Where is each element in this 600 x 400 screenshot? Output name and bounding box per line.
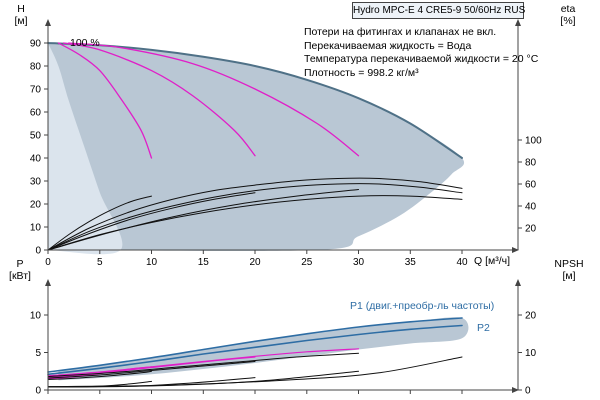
series-p1-power xyxy=(47,317,463,373)
head-capacity-chart: 0 10 20 30 40 50 60 70 80 90 0 5 10 15 20 25 30 35 40 20 40 6… xyxy=(30,19,542,268)
q-axis-label: Q [м³/ч] xyxy=(474,255,511,267)
npsh-axis-symbol: NPSH xyxy=(554,258,584,270)
svg-text:90: 90 xyxy=(30,39,42,50)
series-power-speed-c xyxy=(47,348,360,377)
svg-text:30: 30 xyxy=(353,257,365,268)
annotation-line: Потери на фитингах и клапанах не вкл. xyxy=(304,26,497,38)
svg-text:35: 35 xyxy=(405,257,417,268)
series-npsh-d xyxy=(47,356,463,388)
p-axis-unit: [кВт] xyxy=(9,270,31,282)
svg-text:80: 80 xyxy=(30,62,42,73)
svg-text:0: 0 xyxy=(45,257,51,268)
svg-text:50: 50 xyxy=(30,131,42,142)
series-power-black-c xyxy=(47,352,359,377)
power-npsh-chart: 0 5 10 0 10 20 xyxy=(30,279,537,397)
npsh-axis-label: NPSH [м] xyxy=(544,258,594,282)
series-eta-speed-b xyxy=(47,192,256,251)
svg-text:15: 15 xyxy=(198,257,210,268)
svg-text:20: 20 xyxy=(525,224,537,235)
svg-text:10: 10 xyxy=(146,257,158,268)
series-p2-power xyxy=(47,324,463,376)
svg-text:10: 10 xyxy=(30,311,42,322)
svg-text:20: 20 xyxy=(525,311,537,322)
h-axis-unit: [м] xyxy=(14,15,28,27)
series-eta-full-1 xyxy=(47,177,463,251)
series-qh-speed-a xyxy=(57,42,153,159)
p2-curve-label: P2 xyxy=(477,322,490,334)
svg-text:70: 70 xyxy=(30,85,42,96)
series-power-black-b xyxy=(47,361,256,379)
svg-text:5: 5 xyxy=(97,257,103,268)
operating-range xyxy=(48,43,465,252)
h-axis-symbol: H xyxy=(17,3,25,15)
svg-text:40: 40 xyxy=(30,154,42,165)
npsh-axis-unit: [м] xyxy=(562,270,576,282)
svg-text:20: 20 xyxy=(30,200,42,211)
eta-axis-symbol: eta xyxy=(560,3,576,15)
svg-text:60: 60 xyxy=(30,108,42,119)
p-axis-symbol: P xyxy=(16,258,24,270)
chart-annotations: Потери на фитингах и клапанах не вкл. Пе… xyxy=(304,26,538,80)
svg-text:0: 0 xyxy=(525,386,531,397)
svg-text:30: 30 xyxy=(30,177,42,188)
svg-text:40: 40 xyxy=(525,202,537,213)
svg-text:0: 0 xyxy=(35,246,41,257)
p1-curve-label: P1 (двиг.+преобр-ль частоты) xyxy=(350,300,495,312)
chart-title-box: Hydro MPC-E 4 CRE5-9 50/60Hz RUS xyxy=(352,2,525,19)
series-power-black-a xyxy=(47,370,152,380)
annotation-line: Плотность = 998.2 кг/м³ xyxy=(304,66,419,79)
eta-axis-label: eta [%] xyxy=(548,3,588,27)
low-flow-range xyxy=(48,43,123,255)
svg-text:100: 100 xyxy=(525,136,542,147)
series-eta-speed-a xyxy=(47,195,152,251)
series-eta-full-2 xyxy=(47,183,463,251)
svg-text:20: 20 xyxy=(249,257,261,268)
svg-text:60: 60 xyxy=(525,180,537,191)
svg-text:0: 0 xyxy=(35,386,41,397)
svg-text:10: 10 xyxy=(30,223,42,234)
series-qh-speed-c xyxy=(68,42,360,157)
annotation-line: Перекачиваемая жидкость = Вода xyxy=(304,39,472,52)
svg-text:10: 10 xyxy=(525,348,537,359)
svg-text:40: 40 xyxy=(456,257,468,268)
svg-text:80: 80 xyxy=(525,158,537,169)
series-eta-speed-c xyxy=(47,189,359,251)
speed-100-label: 100 % xyxy=(70,37,100,49)
svg-text:5: 5 xyxy=(35,348,41,359)
eta-axis-unit: [%] xyxy=(560,15,576,27)
svg-text:25: 25 xyxy=(301,257,313,268)
h-axis-label: H [м] xyxy=(4,3,38,27)
series-qh-speed-b xyxy=(62,42,256,157)
annotation-line: Температура перекачиваемой жидкости = 20… xyxy=(304,53,539,65)
p-axis-label: P [кВт] xyxy=(2,258,38,282)
